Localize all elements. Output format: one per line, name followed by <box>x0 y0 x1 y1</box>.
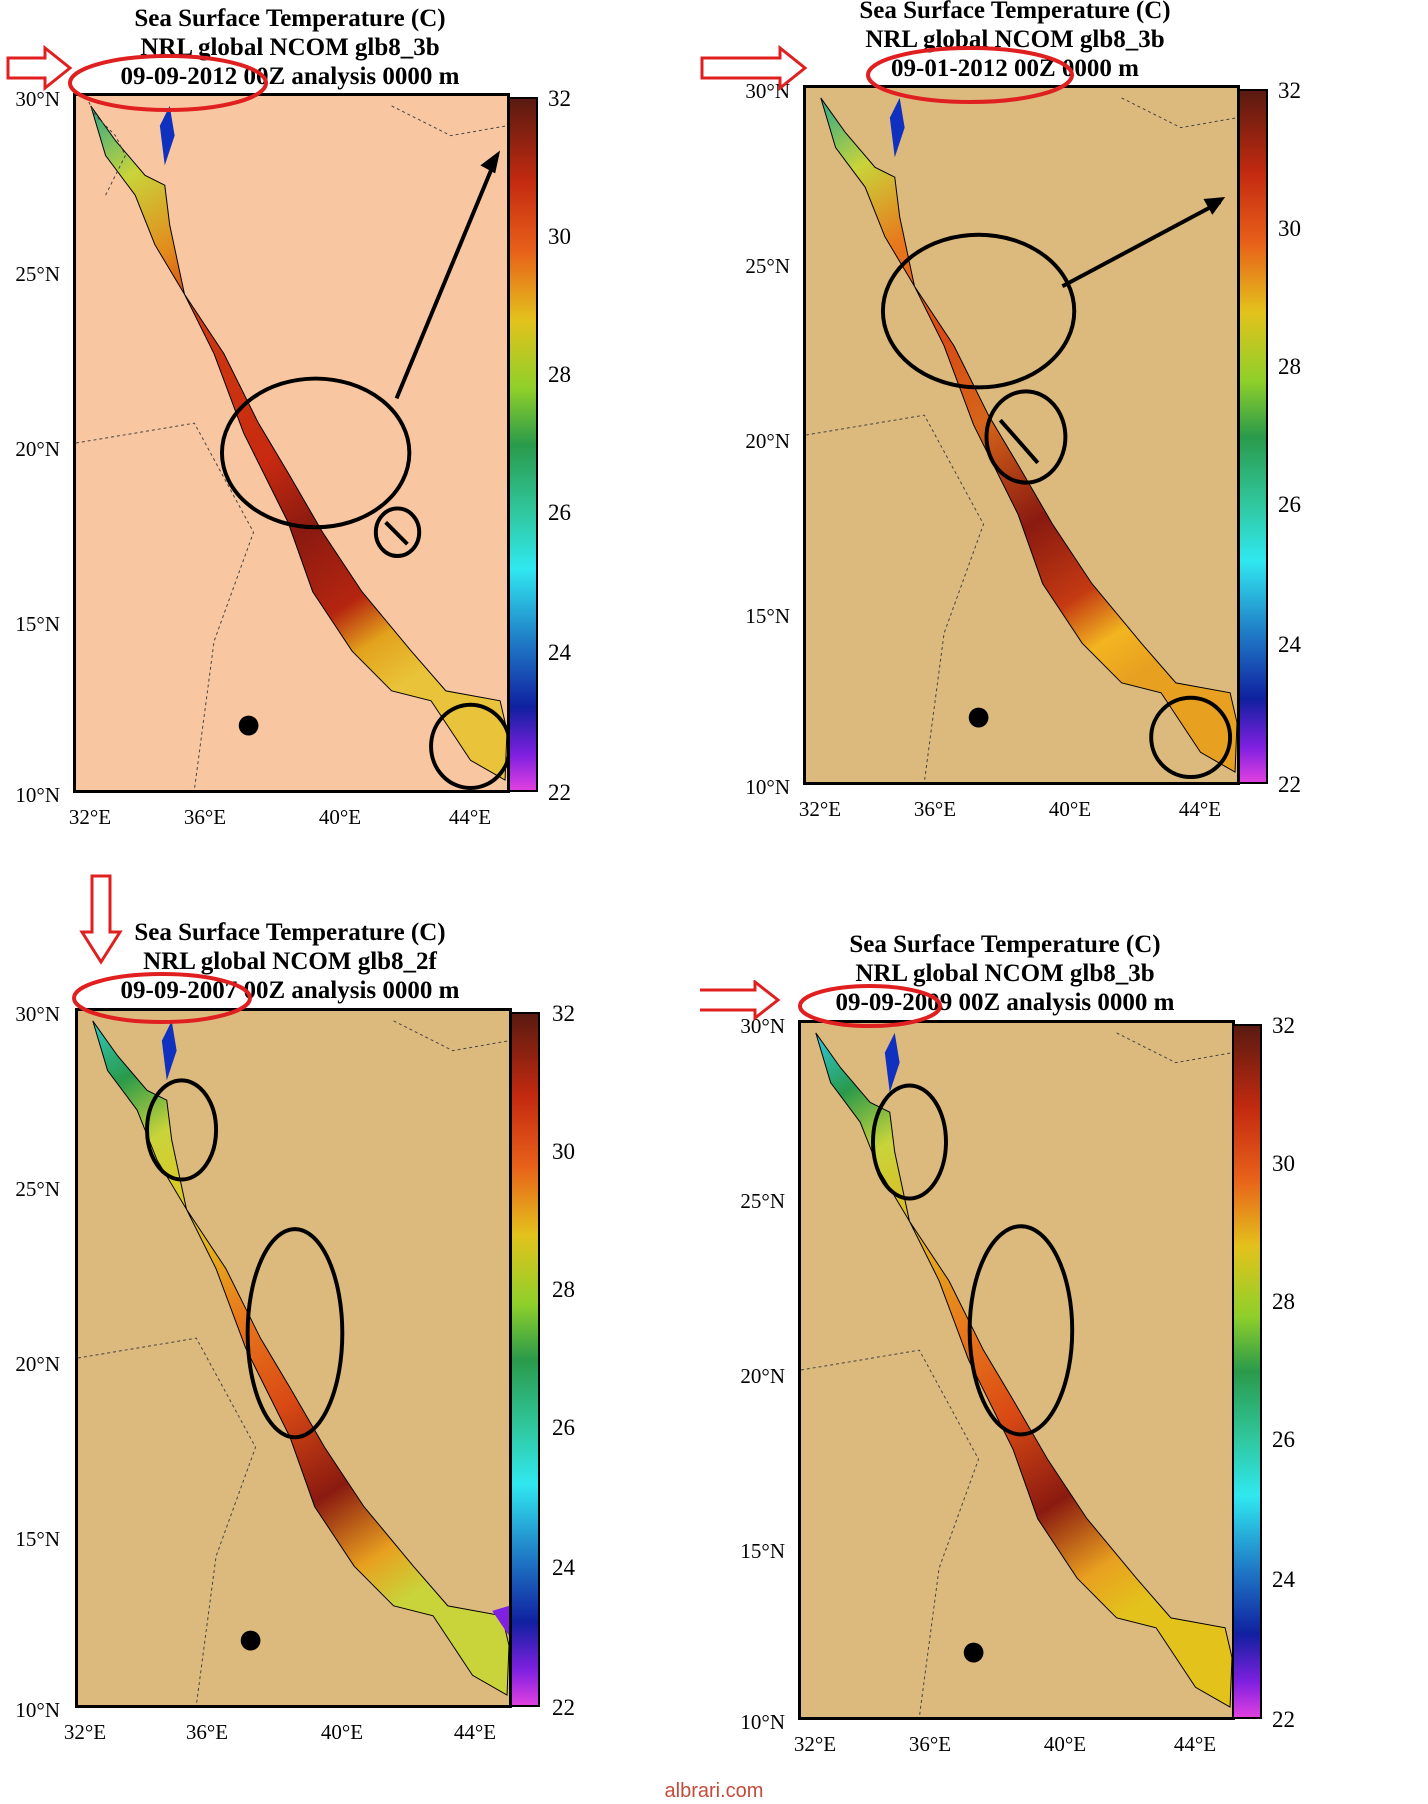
colorbar-label: 22 <box>1272 1707 1295 1732</box>
panel-title-line2: NRL global NCOM glb8_3b <box>855 960 1155 987</box>
lon-label: 36°E <box>183 805 227 829</box>
lon-label: 36°E <box>185 1720 229 1744</box>
lon-label: 40°E <box>318 805 362 829</box>
lat-label: 10°N <box>740 1710 785 1734</box>
colorbar-label: 26 <box>552 1415 575 1440</box>
colorbar <box>508 97 538 792</box>
lat-label: 10°N <box>15 783 60 807</box>
colorbar-label: 32 <box>1272 1013 1295 1038</box>
lat-label: 30°N <box>15 87 60 111</box>
panel-title-line2: NRL global NCOM glb8_3b <box>865 26 1165 53</box>
lon-label: 32°E <box>68 805 112 829</box>
colorbar-label: 30 <box>552 1139 575 1164</box>
lon-label: 44°E <box>453 1720 497 1744</box>
lat-label: 25°N <box>740 1189 785 1213</box>
lat-label: 25°N <box>15 1177 60 1201</box>
lon-label: 32°E <box>63 1720 107 1744</box>
panel-title-line2: NRL global NCOM glb8_2f <box>143 948 437 975</box>
lat-label: 30°N <box>15 1002 60 1026</box>
lat-label: 10°N <box>15 1698 60 1722</box>
lon-label: 40°E <box>1048 797 1092 821</box>
lat-label: 20°N <box>15 1352 60 1376</box>
lon-label: 40°E <box>1043 1732 1087 1756</box>
panel-title-line1: Sea Surface Temperature (C) <box>859 0 1171 24</box>
colorbar-label: 28 <box>1272 1289 1295 1314</box>
sst-map <box>73 93 510 793</box>
panel-sst-2007-09-09: Sea Surface Temperature (C) NRL global N… <box>0 874 700 1790</box>
lat-label: 30°N <box>740 1014 785 1038</box>
colorbar-label: 30 <box>1278 216 1301 241</box>
lon-label: 32°E <box>793 1732 837 1756</box>
colorbar-label: 28 <box>552 1277 575 1302</box>
lat-label: 20°N <box>740 1364 785 1388</box>
lat-label: 15°N <box>745 604 790 628</box>
panel-title-line3: 09-09-2009 00Z analysis 0000 m <box>835 989 1175 1016</box>
red-annotation <box>72 874 252 1024</box>
sea-surface-temperature-field <box>76 96 507 790</box>
lat-label: 20°N <box>745 429 790 453</box>
colorbar-label: 22 <box>1278 772 1301 797</box>
colorbar-label: 26 <box>1272 1427 1295 1452</box>
sea-surface-temperature-field <box>801 1032 1232 1717</box>
watermark-text: albrari.com <box>664 1780 764 1802</box>
red-annotation <box>700 44 1074 104</box>
colorbar-label: 22 <box>548 780 571 805</box>
lon-label: 36°E <box>913 797 957 821</box>
panel-title-line3: 09-09-2012 00Z analysis 0000 m <box>120 63 460 90</box>
lat-label: 15°N <box>740 1539 785 1563</box>
colorbar <box>1232 1024 1262 1719</box>
colorbar-label: 24 <box>552 1555 575 1580</box>
colorbar-label: 30 <box>1272 1151 1295 1176</box>
panel-sst-2012-09-09: Sea Surface Temperature (C) NRL global N… <box>0 0 700 890</box>
colorbar-label: 22 <box>552 1695 575 1720</box>
lat-label: 15°N <box>15 612 60 636</box>
lat-label: 25°N <box>745 254 790 278</box>
panel-title-line1: Sea Surface Temperature (C) <box>134 919 446 946</box>
colorbar-label: 32 <box>1278 78 1301 103</box>
colorbar-label: 28 <box>548 362 571 387</box>
lat-label: 15°N <box>15 1527 60 1551</box>
colorbar-label: 32 <box>552 1001 575 1026</box>
lat-label: 20°N <box>15 437 60 461</box>
colorbar-label: 28 <box>1278 354 1301 379</box>
colorbar-label: 30 <box>548 224 571 249</box>
sst-map <box>803 85 1240 785</box>
sea-surface-temperature-field <box>806 97 1237 782</box>
red-annotation <box>700 980 942 1028</box>
sst-map <box>798 1020 1235 1720</box>
lon-label: 44°E <box>448 805 492 829</box>
lon-label: 44°E <box>1173 1732 1217 1756</box>
panel-title-line3: 09-09-2007 00Z analysis 0000 m <box>120 977 460 1004</box>
panel-sst-2009-09-09: Sea Surface Temperature (C) NRL global N… <box>700 900 1400 1790</box>
colorbar-label: 26 <box>1278 492 1301 517</box>
red-annotation <box>6 44 268 112</box>
panel-title-line3: 09-01-2012 00Z 0000 m <box>891 55 1139 82</box>
sea-surface-temperature-field <box>78 1020 509 1705</box>
sst-map <box>75 1008 512 1708</box>
panel-sst-2012-09-01: Sea Surface Temperature (C) NRL global N… <box>700 0 1400 890</box>
lat-label: 25°N <box>15 262 60 286</box>
lon-label: 40°E <box>320 1720 364 1744</box>
lat-label: 10°N <box>745 775 790 799</box>
colorbar-label: 24 <box>548 640 571 665</box>
panel-title-line1: Sea Surface Temperature (C) <box>849 931 1161 958</box>
lon-label: 44°E <box>1178 797 1222 821</box>
colorbar-label: 24 <box>1278 632 1301 657</box>
lon-label: 36°E <box>908 1732 952 1756</box>
colorbar <box>510 1012 540 1707</box>
lon-label: 32°E <box>798 797 842 821</box>
colorbar-label: 32 <box>548 86 571 111</box>
colorbar-label: 26 <box>548 500 571 525</box>
colorbar <box>1238 89 1268 784</box>
panel-title-line1: Sea Surface Temperature (C) <box>134 5 446 32</box>
colorbar-label: 24 <box>1272 1567 1295 1592</box>
